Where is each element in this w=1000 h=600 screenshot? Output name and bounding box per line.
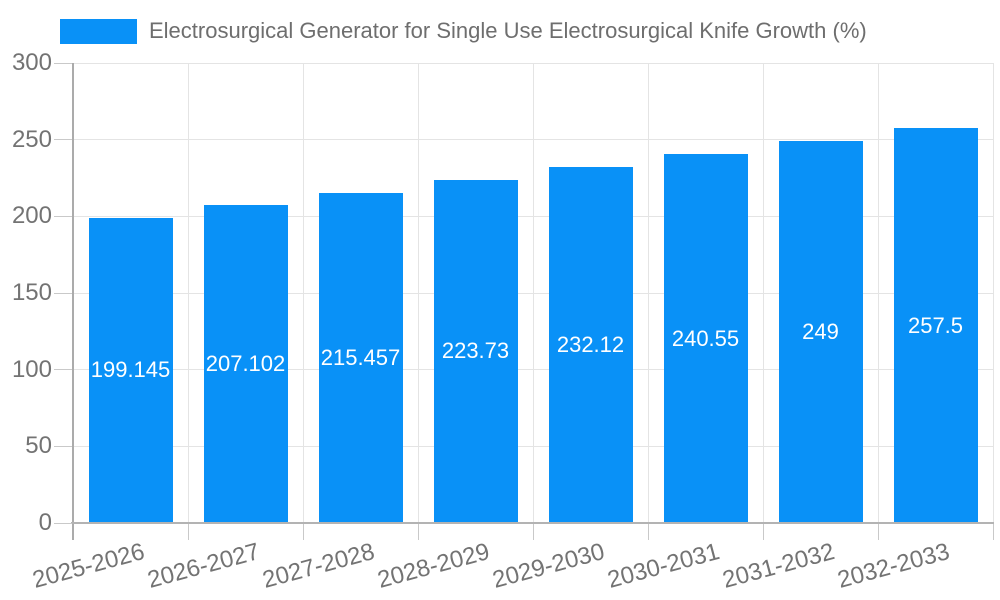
y-tick-label: 100 xyxy=(11,355,52,383)
bar-2025-2026[interactable] xyxy=(88,217,173,523)
bar-2030-2031[interactable] xyxy=(663,154,748,523)
y-tick-label: 300 xyxy=(11,49,52,76)
y-axis-tick xyxy=(54,62,72,64)
legend[interactable]: Electrosurgical Generator for Single Use… xyxy=(60,17,867,45)
x-tick-label: 2025-2026 xyxy=(29,538,148,594)
y-tick-label: 200 xyxy=(11,202,52,230)
x-axis-tick xyxy=(647,524,649,540)
bar-2031-2032[interactable] xyxy=(778,141,863,523)
y-tick-label: 50 xyxy=(25,432,52,460)
legend-swatch-icon xyxy=(60,18,137,44)
x-axis-line xyxy=(71,522,994,524)
legend-label: Electrosurgical Generator for Single Use… xyxy=(149,18,867,43)
gridline-vertical xyxy=(187,63,189,523)
gridline-vertical xyxy=(417,63,419,523)
bar-2027-2028[interactable] xyxy=(318,192,403,523)
x-axis-tick xyxy=(532,524,534,540)
gridline-vertical xyxy=(532,63,534,523)
bar-2026-2027[interactable] xyxy=(203,205,288,523)
y-axis-tick xyxy=(54,445,72,447)
gridline-vertical xyxy=(647,63,649,523)
y-axis-tick xyxy=(54,522,72,524)
x-axis-tick xyxy=(187,524,189,540)
y-axis-tick xyxy=(54,215,72,217)
plot-area: 199.145 207.102 215.457 223.73 232.12 240.55 2… xyxy=(12,50,994,594)
x-tick-label: 2032-2033 xyxy=(834,538,953,594)
y-axis-tick xyxy=(54,292,72,294)
bar-2029-2030[interactable] xyxy=(548,167,633,523)
y-tick-label: 250 xyxy=(11,125,52,153)
x-tick-label: 2026-2027 xyxy=(144,538,263,594)
x-tick-label: 2028-2029 xyxy=(374,538,493,594)
y-tick-label: 150 xyxy=(11,279,52,306)
x-axis-tick xyxy=(877,524,879,540)
y-tick-label: 0 xyxy=(38,509,52,536)
x-axis-tick xyxy=(992,524,994,540)
y-axis-tick xyxy=(54,369,72,371)
x-axis-tick xyxy=(417,524,419,540)
x-axis-tick xyxy=(762,524,764,540)
x-tick-label: 2030-2031 xyxy=(604,538,723,594)
gridline-vertical xyxy=(762,63,764,523)
bar-2028-2029[interactable] xyxy=(433,179,518,523)
gridline-vertical xyxy=(302,63,304,523)
y-axis-line xyxy=(72,63,74,540)
x-tick-label: 2029-2030 xyxy=(489,538,608,594)
x-tick-label: 2031-2032 xyxy=(719,538,838,594)
gridline-vertical xyxy=(877,63,879,523)
bar-2032-2033[interactable] xyxy=(893,128,978,523)
y-axis-tick xyxy=(54,139,72,141)
x-axis-tick xyxy=(302,524,304,540)
gridline-vertical xyxy=(992,63,994,523)
x-tick-label: 2027-2028 xyxy=(259,538,378,594)
